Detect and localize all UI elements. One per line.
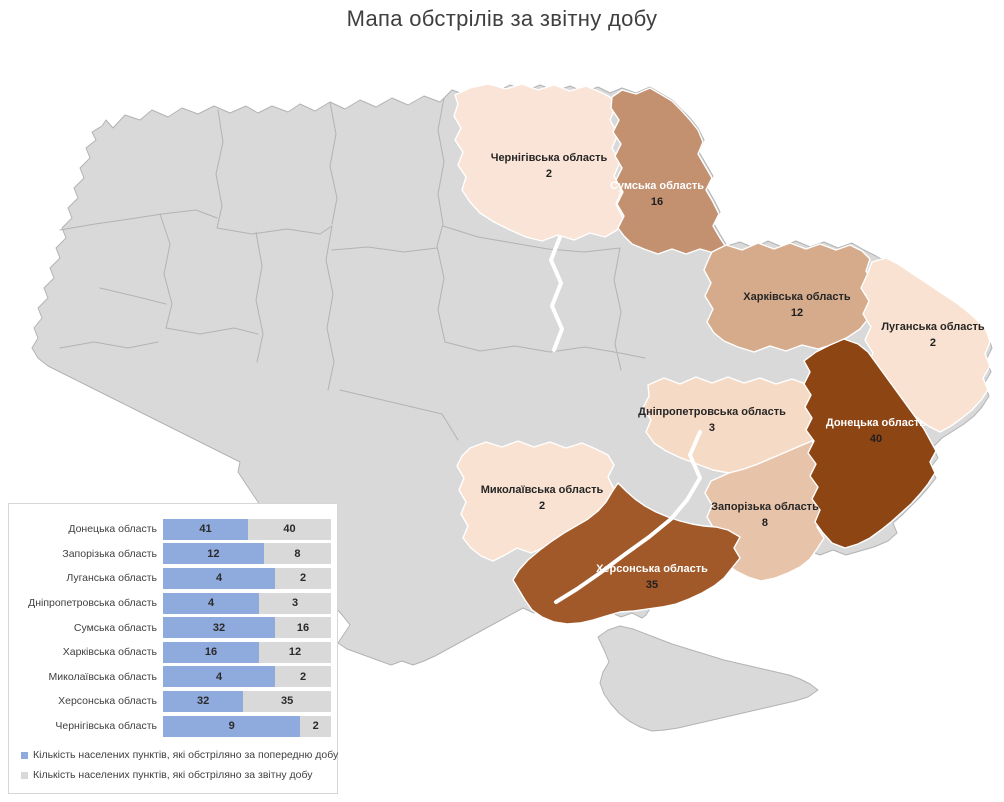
chart-row-label: Сумська область xyxy=(73,621,157,634)
chart-row: Чернігівська область 9 2 xyxy=(17,714,331,739)
chart-row-bar: 16 12 xyxy=(163,641,331,663)
oblast-donetsk xyxy=(803,338,937,549)
river-dnipro-south xyxy=(554,430,702,604)
chart-legend: Кількість населених пунктів, які обстріл… xyxy=(21,745,338,785)
region-crimea xyxy=(597,625,819,732)
bar-prev-segment: 32 xyxy=(163,690,244,712)
bar-current-segment: 8 xyxy=(263,543,331,565)
chart-row-label: Донецька область xyxy=(68,523,157,536)
bar-prev-segment: 32 xyxy=(163,617,275,639)
chart-row: Дніпропетровська область 4 3 xyxy=(17,591,331,616)
bar-prev-segment: 16 xyxy=(163,641,259,663)
page-title: Мапа обстрілів за звітну добу xyxy=(346,6,658,31)
bar-current-segment: 3 xyxy=(259,592,331,614)
legend-item: Кількість населених пунктів, які обстріл… xyxy=(21,745,338,765)
bar-current-segment: 16 xyxy=(275,617,331,639)
legend-swatch-prev xyxy=(21,751,28,759)
bar-current-segment: 12 xyxy=(259,641,331,663)
chart-row-label: Луганська область xyxy=(66,572,157,585)
chart-row-label: Харківська область xyxy=(62,646,157,659)
chart-row-bar: 32 35 xyxy=(163,690,331,712)
chart-row: Херсонська область 32 35 xyxy=(17,689,331,714)
river-dnipro-north xyxy=(549,235,564,352)
chart-row-label: Чернігівська область xyxy=(55,720,157,733)
bar-prev-segment: 4 xyxy=(163,666,275,688)
bar-prev-segment: 41 xyxy=(163,518,249,540)
legend-label: Кількість населених пунктів, які обстріл… xyxy=(33,769,313,781)
bar-prev-segment: 4 xyxy=(163,567,275,589)
chart-row: Луганська область 4 2 xyxy=(17,566,331,591)
legend-label: Кількість населених пунктів, які обстріл… xyxy=(33,749,339,761)
bar-current-segment: 2 xyxy=(275,666,331,688)
chart-row-bar: 32 16 xyxy=(163,617,331,639)
chart-row-label: Херсонська область xyxy=(58,695,157,708)
chart-row-label: Дніпропетровська область xyxy=(28,597,157,610)
chart-row-label: Запорізька область xyxy=(62,547,157,560)
chart-row: Харківська область 16 12 xyxy=(17,640,331,665)
chart-row-bar: 41 40 xyxy=(163,518,331,540)
chart-row-bar: 12 8 xyxy=(163,543,331,565)
bar-current-segment: 2 xyxy=(275,567,331,589)
bar-current-segment: 35 xyxy=(243,690,331,712)
bar-current-segment: 40 xyxy=(248,518,331,540)
bar-prev-segment: 4 xyxy=(163,592,259,614)
bar-prev-segment: 9 xyxy=(163,715,301,737)
chart-row-label: Миколаївська область xyxy=(48,670,157,683)
chart-row: Сумська область 32 16 xyxy=(17,615,331,640)
bar-chart: Донецька область 41 40 Запорізька область 12… xyxy=(8,503,338,794)
legend-swatch-current xyxy=(21,771,28,779)
chart-row: Запорізька область 12 8 xyxy=(17,542,331,567)
oblast-borders xyxy=(59,97,646,441)
oblast-kharkiv xyxy=(703,242,875,353)
bar-prev-segment: 12 xyxy=(163,543,264,565)
chart-row: Донецька область 41 40 xyxy=(17,517,331,542)
bar-current-segment: 2 xyxy=(300,715,331,737)
legend-item: Кількість населених пунктів, які обстріл… xyxy=(21,765,338,785)
bar-chart-rows: Донецька область 41 40 Запорізька область 12… xyxy=(17,517,331,739)
chart-row: Миколаївська область 4 2 xyxy=(17,665,331,690)
